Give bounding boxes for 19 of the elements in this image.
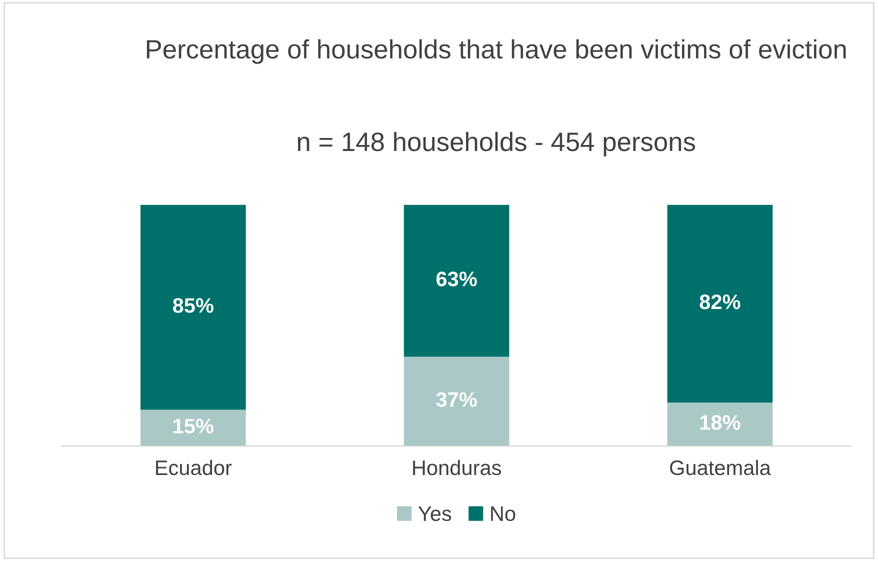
data-label: 63% (436, 272, 477, 286)
data-label: 37% (436, 392, 477, 407)
data-label: 82% (700, 294, 740, 310)
chart-title: Percentage of households that have been victims of eviction (146, 39, 846, 64)
x-tick-label: Ecuador (156, 460, 232, 476)
bar (140, 410, 246, 446)
data-label: 85% (172, 298, 214, 313)
bar (140, 204, 246, 410)
legend-label: No (491, 506, 516, 522)
bar (404, 204, 510, 357)
x-tick-label: Honduras (413, 460, 501, 476)
data-label: 18% (700, 415, 740, 430)
x-tick-label: Guatemala (670, 460, 771, 476)
data-label: 15% (174, 418, 214, 434)
chart-subtitle: n = 148 households - 454 persons (298, 132, 696, 156)
bar (667, 402, 773, 446)
bar (667, 204, 773, 403)
bar (404, 356, 510, 446)
legend-label: Yes (418, 506, 452, 522)
